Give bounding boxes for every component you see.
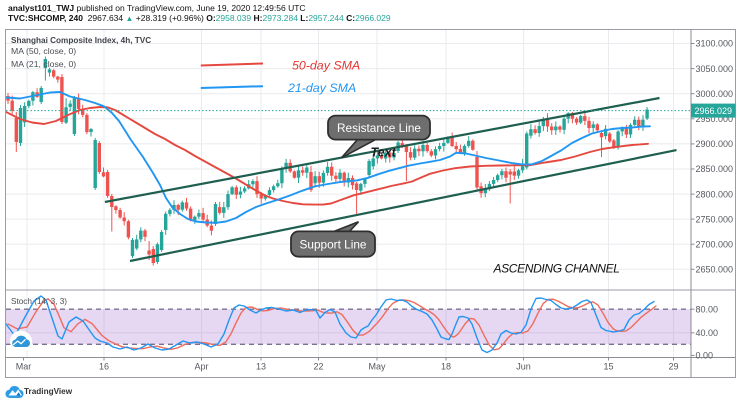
svg-text:2950.000: 2950.000: [696, 114, 734, 124]
svg-text:2966.029: 2966.029: [695, 106, 733, 116]
svg-text:3050.000: 3050.000: [696, 64, 734, 74]
svg-text:Mar: Mar: [16, 362, 32, 372]
svg-text:13: 13: [256, 362, 266, 372]
svg-text:80.00: 80.00: [696, 304, 719, 314]
svg-text:18: 18: [441, 362, 451, 372]
svg-text:29: 29: [668, 362, 678, 372]
svg-text:2850.000: 2850.000: [696, 164, 734, 174]
svg-text:2750.000: 2750.000: [696, 214, 734, 224]
svg-text:2700.000: 2700.000: [696, 239, 734, 249]
svg-text:0.00: 0.00: [696, 351, 714, 361]
svg-text:2900.000: 2900.000: [696, 139, 734, 149]
svg-text:40.00: 40.00: [696, 328, 719, 338]
svg-text:Resistance Line: Resistance Line: [337, 121, 421, 135]
svg-text:50-day SMA: 50-day SMA: [292, 59, 360, 73]
svg-text:Jun: Jun: [516, 362, 531, 372]
svg-text:3000.000: 3000.000: [696, 89, 734, 99]
svg-text:3100.000: 3100.000: [696, 39, 734, 49]
svg-text:21-day SMA: 21-day SMA: [287, 81, 356, 95]
svg-text:Apr: Apr: [194, 362, 208, 372]
svg-text:16: 16: [99, 362, 109, 372]
svg-text:May: May: [368, 362, 386, 372]
svg-text:15: 15: [603, 362, 613, 372]
svg-text:Support Line: Support Line: [300, 238, 367, 252]
svg-text:Text: Text: [371, 146, 397, 160]
svg-text:2650.000: 2650.000: [696, 265, 734, 275]
svg-text:ASCENDING CHANNEL: ASCENDING CHANNEL: [493, 262, 620, 276]
svg-text:2800.000: 2800.000: [696, 189, 734, 199]
svg-text:22: 22: [313, 362, 323, 372]
